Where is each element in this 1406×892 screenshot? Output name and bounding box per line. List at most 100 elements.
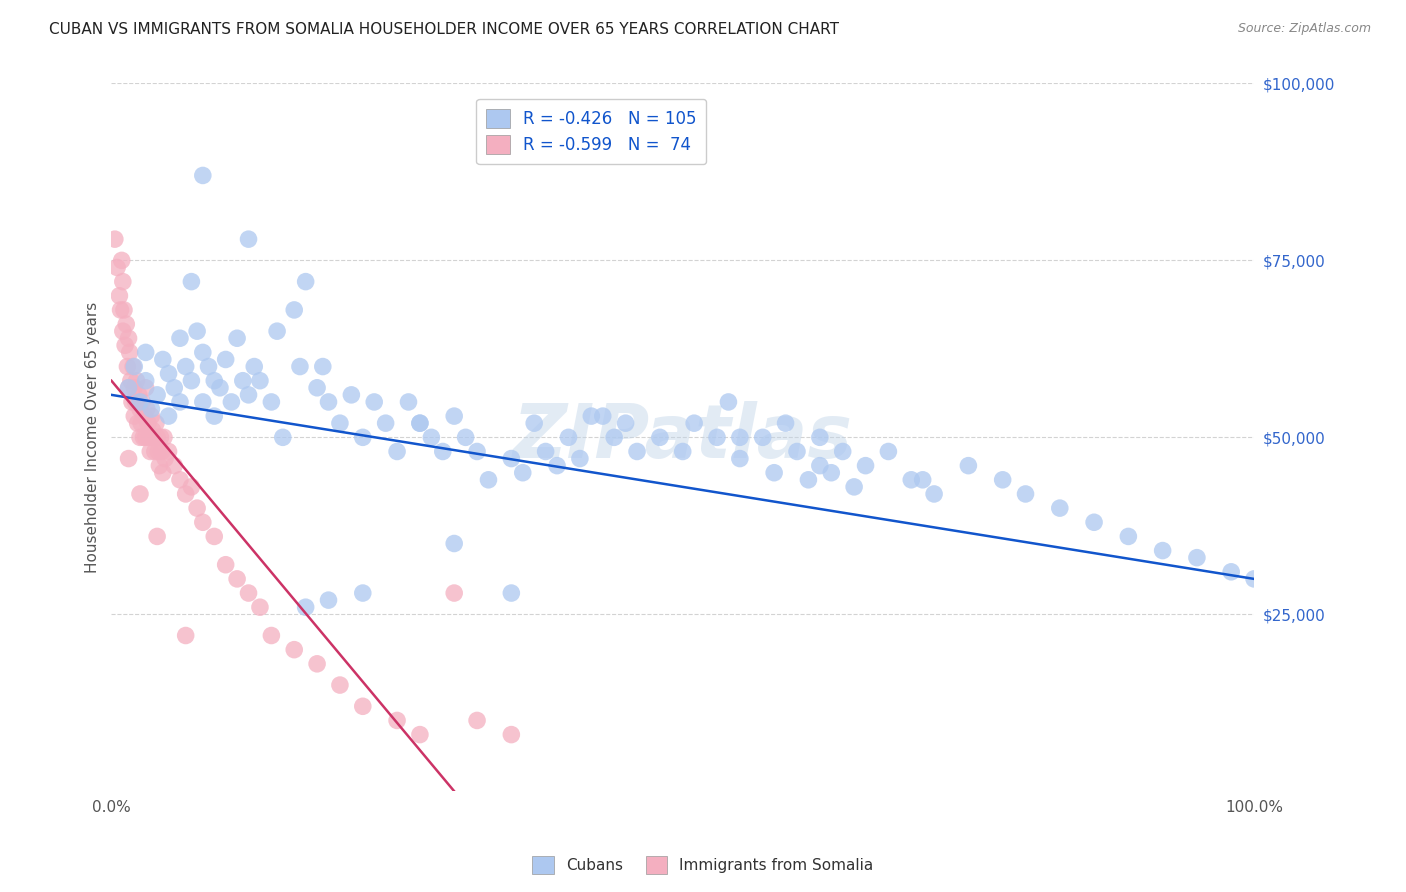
Point — [477, 473, 499, 487]
Point — [329, 416, 352, 430]
Point — [215, 352, 238, 367]
Point — [129, 430, 152, 444]
Point — [312, 359, 335, 374]
Point — [797, 473, 820, 487]
Point — [117, 331, 139, 345]
Point — [443, 586, 465, 600]
Point — [294, 275, 316, 289]
Point — [146, 388, 169, 402]
Point — [226, 572, 249, 586]
Point — [150, 444, 173, 458]
Point — [1049, 501, 1071, 516]
Point — [153, 451, 176, 466]
Point — [186, 501, 208, 516]
Point — [568, 451, 591, 466]
Text: ZIPatlas: ZIPatlas — [513, 401, 852, 474]
Point — [114, 338, 136, 352]
Point — [465, 714, 488, 728]
Point — [409, 416, 432, 430]
Point — [118, 345, 141, 359]
Point — [117, 381, 139, 395]
Point — [512, 466, 534, 480]
Point — [683, 416, 706, 430]
Point — [152, 466, 174, 480]
Point — [465, 444, 488, 458]
Point — [614, 416, 637, 430]
Point — [105, 260, 128, 275]
Point — [501, 728, 523, 742]
Point — [318, 593, 340, 607]
Legend: Cubans, Immigrants from Somalia: Cubans, Immigrants from Somalia — [526, 850, 880, 880]
Point — [117, 451, 139, 466]
Point — [135, 381, 157, 395]
Point — [957, 458, 980, 473]
Point — [922, 487, 945, 501]
Point — [146, 529, 169, 543]
Point — [169, 331, 191, 345]
Point — [115, 317, 138, 331]
Point — [763, 466, 786, 480]
Point — [157, 444, 180, 458]
Point — [374, 416, 396, 430]
Point — [111, 324, 134, 338]
Point — [180, 374, 202, 388]
Point — [141, 423, 163, 437]
Point — [420, 430, 443, 444]
Point — [129, 487, 152, 501]
Point — [831, 444, 853, 458]
Point — [307, 657, 329, 671]
Point — [108, 289, 131, 303]
Point — [131, 395, 153, 409]
Point — [340, 388, 363, 402]
Text: Source: ZipAtlas.com: Source: ZipAtlas.com — [1237, 22, 1371, 36]
Legend: R = -0.426   N = 105, R = -0.599   N =  74: R = -0.426 N = 105, R = -0.599 N = 74 — [477, 99, 706, 164]
Point — [232, 374, 254, 388]
Point — [1185, 550, 1208, 565]
Point — [117, 381, 139, 395]
Point — [134, 409, 156, 423]
Point — [501, 586, 523, 600]
Point — [775, 416, 797, 430]
Point — [409, 728, 432, 742]
Point — [148, 458, 170, 473]
Point — [129, 395, 152, 409]
Point — [443, 409, 465, 423]
Point — [454, 430, 477, 444]
Point — [626, 444, 648, 458]
Point — [110, 302, 132, 317]
Point — [283, 302, 305, 317]
Point — [855, 458, 877, 473]
Point — [443, 536, 465, 550]
Point — [111, 275, 134, 289]
Point — [111, 253, 134, 268]
Y-axis label: Householder Income Over 65 years: Householder Income Over 65 years — [86, 301, 100, 573]
Point — [124, 395, 146, 409]
Point — [352, 586, 374, 600]
Point — [786, 444, 808, 458]
Point — [534, 444, 557, 458]
Point — [318, 395, 340, 409]
Point — [1083, 516, 1105, 530]
Point — [215, 558, 238, 572]
Point — [1118, 529, 1140, 543]
Point — [221, 395, 243, 409]
Point — [191, 345, 214, 359]
Point — [363, 395, 385, 409]
Point — [283, 642, 305, 657]
Point — [146, 430, 169, 444]
Point — [432, 444, 454, 458]
Point — [129, 416, 152, 430]
Point — [672, 444, 695, 458]
Point — [149, 430, 172, 444]
Point — [141, 409, 163, 423]
Point — [603, 430, 626, 444]
Point — [174, 359, 197, 374]
Point — [581, 409, 603, 423]
Point — [751, 430, 773, 444]
Point — [169, 395, 191, 409]
Point — [125, 374, 148, 388]
Point — [143, 444, 166, 458]
Point — [142, 430, 165, 444]
Point — [288, 359, 311, 374]
Point — [180, 275, 202, 289]
